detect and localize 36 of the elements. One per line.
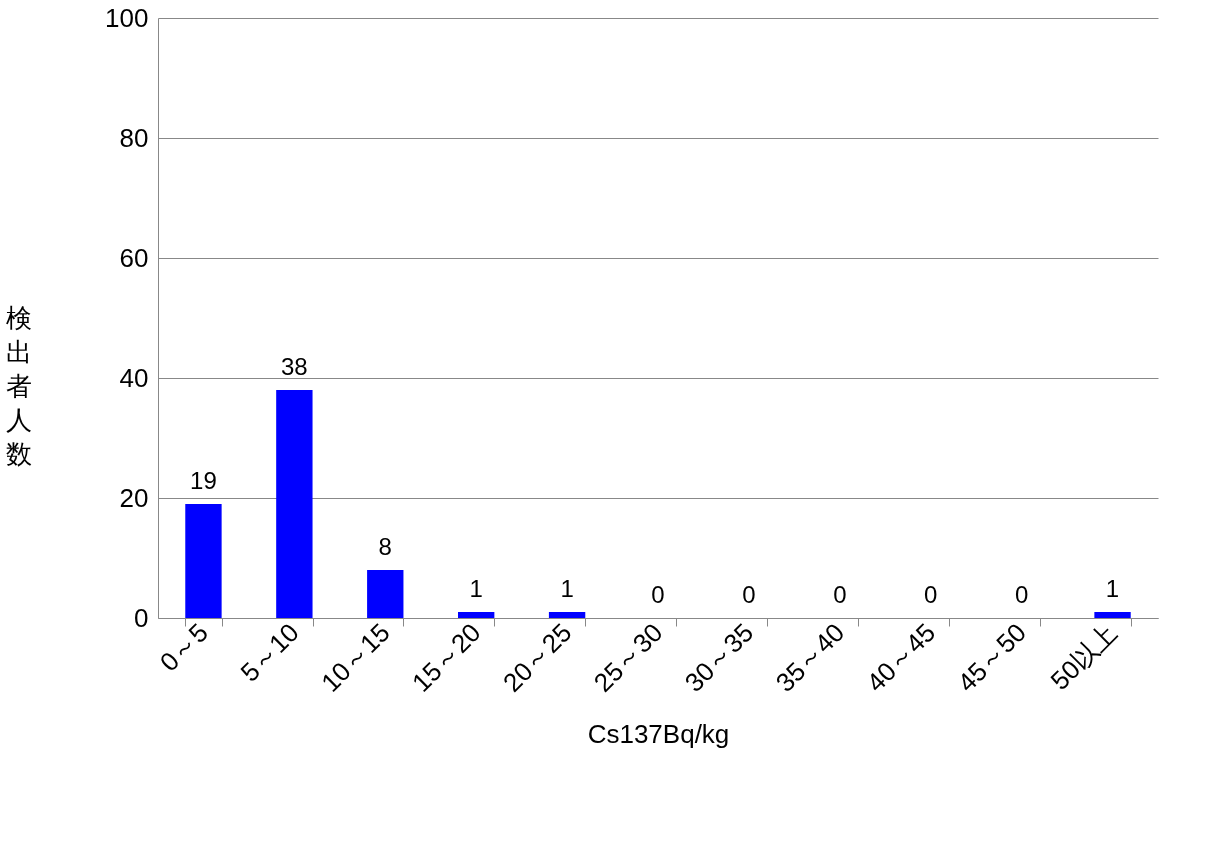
- x-axis-title: Cs137Bq/kg: [587, 718, 730, 749]
- x-tick-label: 35～40: [769, 617, 851, 698]
- data-label: 0: [1014, 581, 1029, 608]
- data-label: 0: [924, 581, 938, 608]
- bar: [458, 612, 495, 618]
- data-label: 1: [1105, 575, 1120, 602]
- data-label: 0: [833, 581, 847, 608]
- y-axis-title: 検出者人数: [5, 302, 32, 469]
- x-tick-label: 45～50: [951, 617, 1033, 698]
- data-label: 1: [560, 575, 574, 602]
- x-tick-label: 5～10: [234, 617, 305, 688]
- y-tick-label: 20: [119, 482, 149, 513]
- bar: [548, 612, 586, 618]
- data-label: 19: [190, 467, 217, 494]
- x-tick-label: 40～45: [860, 617, 942, 698]
- data-label: 0: [742, 581, 756, 608]
- y-tick-label: 40: [119, 362, 149, 393]
- x-tick-label: 30～35: [678, 617, 760, 698]
- data-label: 0: [651, 581, 665, 608]
- bar: [185, 504, 222, 618]
- bar: [276, 390, 313, 618]
- bar: [1094, 612, 1131, 618]
- data-label: 8: [378, 533, 392, 560]
- x-tick-label: 50以上: [1044, 617, 1123, 696]
- x-tick-label: 25～30: [587, 617, 669, 698]
- x-tick-label: 15～20: [406, 617, 487, 698]
- x-tick-label: 10～15: [315, 617, 396, 698]
- y-tick-label: 100: [105, 2, 149, 33]
- x-tick-label: 20～25: [496, 617, 578, 698]
- x-tick-label: 0～5: [153, 617, 214, 678]
- data-label: 1: [469, 575, 483, 602]
- bar: [367, 570, 404, 618]
- y-tick-label: 60: [119, 242, 149, 273]
- y-tick-label: 0: [134, 602, 149, 633]
- data-label: 38: [281, 353, 308, 380]
- y-tick-label: 80: [119, 122, 149, 153]
